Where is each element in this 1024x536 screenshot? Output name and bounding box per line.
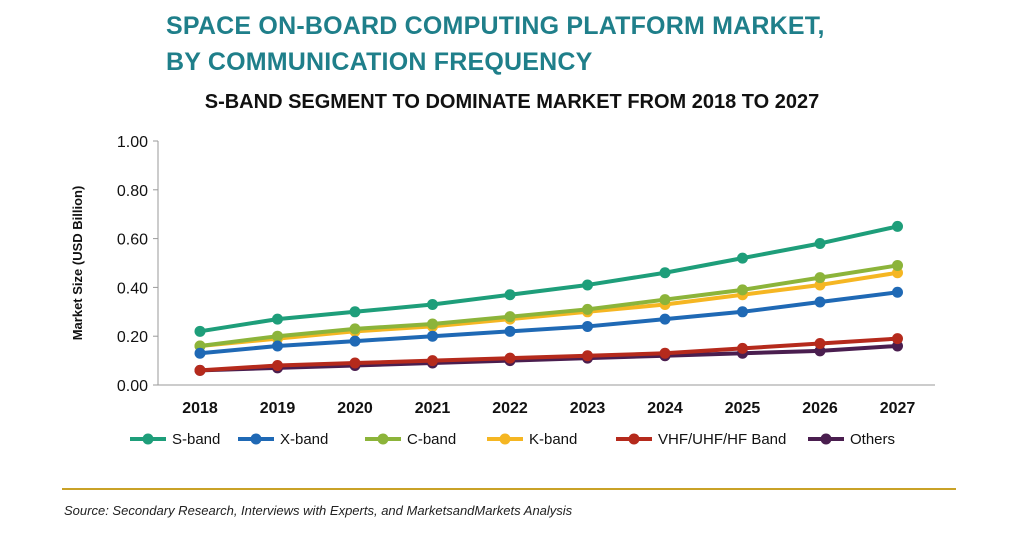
data-point	[892, 220, 903, 232]
x-tick-label: 2022	[492, 400, 528, 417]
x-tick-label: 2027	[880, 400, 916, 417]
data-point	[349, 335, 361, 347]
data-point	[737, 306, 748, 318]
data-point	[659, 347, 671, 359]
data-point	[504, 352, 516, 364]
data-point	[194, 325, 206, 337]
data-point	[737, 284, 748, 296]
data-point	[504, 289, 516, 301]
data-point	[427, 355, 438, 367]
data-point	[659, 294, 671, 306]
legend-marker-k-band	[499, 433, 511, 445]
legend-label-k-band: K-band	[529, 431, 577, 448]
y-tick-label: 0.20	[117, 329, 148, 346]
x-tick-label: 2018	[182, 400, 218, 417]
data-point	[582, 320, 593, 332]
data-point	[349, 306, 361, 318]
data-point	[814, 237, 826, 249]
x-tick-label: 2019	[260, 400, 296, 417]
legend-marker-c-band	[377, 433, 389, 445]
series-line-c-band	[198, 263, 900, 348]
legend-marker-vhf-uhf-hf-band	[628, 433, 640, 445]
source-note: Source: Secondary Research, Interviews w…	[64, 503, 573, 518]
legend-label-vhf-uhf-hf-band: VHF/UHF/HF Band	[658, 431, 786, 448]
data-point	[814, 338, 826, 350]
y-tick-label: 0.60	[117, 232, 148, 249]
x-tick-label: 2021	[415, 400, 451, 417]
chart-subtitle: S-BAND SEGMENT TO DOMINATE MARKET FROM 2…	[204, 91, 820, 113]
data-point	[272, 330, 283, 342]
series-line-vhf-uhf-hf-band	[198, 336, 900, 373]
data-point	[272, 359, 283, 371]
accent-rule	[62, 488, 956, 490]
legend-label-others: Others	[850, 431, 895, 448]
data-point	[427, 330, 438, 342]
chart-title: SPACE ON-BOARD COMPUTING PLATFORM MARKET…	[166, 8, 946, 80]
legend-marker-x-band	[250, 433, 262, 445]
y-tick-label: 0.00	[117, 378, 148, 395]
legend-label-c-band: C-band	[407, 431, 456, 448]
y-axis-label: Market Size (USD Billion)	[70, 186, 85, 341]
data-point	[272, 340, 283, 352]
data-point	[737, 252, 748, 264]
x-tick-label: 2024	[647, 400, 683, 417]
data-point	[349, 323, 361, 335]
x-tick-label: 2025	[725, 400, 761, 417]
data-point	[427, 318, 438, 330]
data-point	[272, 313, 283, 325]
data-point	[582, 350, 593, 362]
data-point	[427, 298, 438, 310]
legend-marker-s-band	[142, 433, 154, 445]
legend-marker-others	[820, 433, 832, 445]
data-point	[737, 342, 748, 354]
data-point	[659, 267, 671, 279]
data-point	[504, 325, 516, 337]
y-tick-label: 0.40	[117, 280, 148, 297]
data-point	[814, 272, 826, 284]
data-point	[892, 259, 903, 271]
data-point	[504, 311, 516, 323]
data-point	[582, 303, 593, 315]
data-point	[659, 313, 671, 325]
legend-label-x-band: X-band	[280, 431, 328, 448]
x-tick-label: 2023	[570, 400, 606, 417]
series-line-x-band	[198, 290, 900, 356]
y-tick-label: 0.80	[117, 183, 148, 200]
data-point	[349, 357, 361, 369]
data-point	[194, 364, 206, 376]
series-line-others	[198, 343, 900, 373]
data-point	[892, 286, 903, 298]
data-point	[194, 347, 206, 359]
series-line-k-band	[198, 270, 900, 348]
y-tick-label: 1.00	[117, 134, 148, 151]
data-point	[814, 296, 826, 308]
chart-title-line-2: BY COMMUNICATION FREQUENCY	[166, 48, 593, 76]
legend-label-s-band: S-band	[172, 431, 220, 448]
data-point	[582, 279, 593, 291]
series-line-s-band	[198, 224, 900, 334]
chart-title-line-1: SPACE ON-BOARD COMPUTING PLATFORM MARKET…	[166, 12, 825, 40]
x-tick-label: 2020	[337, 400, 373, 417]
x-tick-label: 2026	[802, 400, 838, 417]
data-point	[892, 333, 903, 345]
